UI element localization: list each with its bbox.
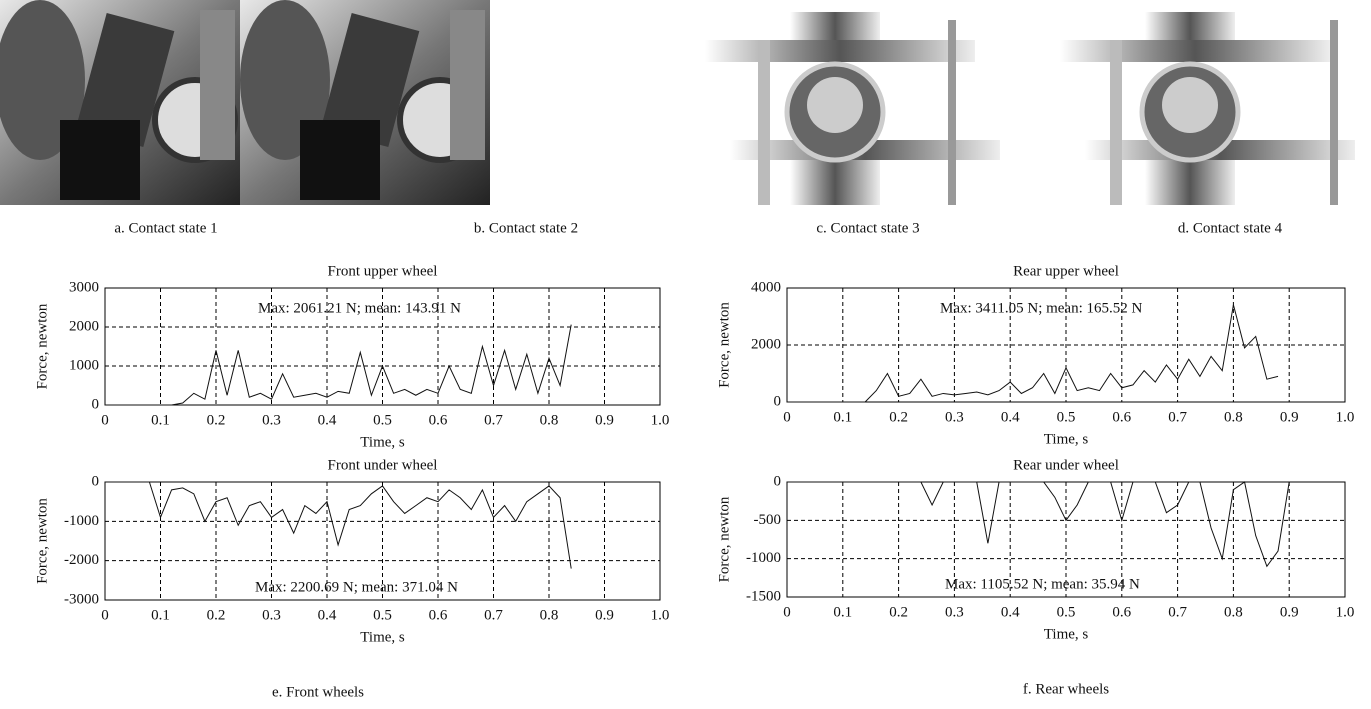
figure-caption: f. Rear wheels [1023,681,1109,697]
x-tick-label: 1.0 [651,607,670,623]
x-tick-label: 0 [101,607,109,623]
y-tick-label: 0 [92,473,100,489]
x-axis-label: Time, s [1044,626,1089,642]
x-tick-label: 0.2 [207,607,226,623]
x-tick-label: 0.6 [1112,604,1131,620]
x-tick-label: 0.9 [1280,604,1299,620]
x-tick-label: 0.4 [318,412,337,428]
x-tick-label: 1.0 [1336,604,1355,620]
image-caption: b. Contact state 2 [474,220,578,236]
x-tick-label: 0.2 [889,409,908,425]
x-axis-label: Time, s [1044,431,1089,447]
x-tick-label: 0.7 [484,607,503,623]
x-tick-label: 0.1 [151,607,170,623]
y-axis-label: Force, newton [716,302,732,388]
chart-title: Front under wheel [328,457,438,473]
y-tick-label: 1000 [69,357,99,373]
y-axis-label: Force, newton [716,496,732,582]
image-a [0,0,240,205]
y-tick-label: 2000 [751,336,781,352]
data-line [787,304,1279,403]
x-tick-label: 0.7 [484,412,503,428]
annotation: Max: 2200.69 N; mean: 371.04 N [255,579,458,595]
x-tick-label: 0.4 [1001,604,1020,620]
x-tick-label: 0.5 [373,607,392,623]
annotation: Max: 3411.05 N; mean: 165.52 N [940,300,1143,316]
x-tick-label: 0 [101,412,109,428]
y-tick-label: 3000 [69,279,99,295]
annotation: Max: 1105.52 N; mean: 35.94 N [945,576,1140,592]
x-tick-label: 0.9 [595,607,614,623]
x-tick-label: 0.4 [318,607,337,623]
data-line [787,481,1290,568]
x-tick-label: 0.6 [1112,409,1131,425]
x-tick-label: 0.8 [540,412,559,428]
data-line [105,324,572,406]
annotation: Max: 2061.21 N; mean: 143.91 N [258,300,461,316]
y-tick-label: -1000 [746,550,781,566]
x-tick-label: 0.5 [1057,409,1076,425]
figure-caption: e. Front wheels [272,684,364,700]
y-tick-label: 4000 [751,279,781,295]
y-axis-label: Force, newton [34,303,50,389]
x-tick-label: 0.3 [945,604,964,620]
image-caption: d. Contact state 4 [1178,220,1283,236]
x-tick-label: 0.6 [429,607,448,623]
x-tick-label: 0.1 [833,409,852,425]
chart-title: Rear under wheel [1013,457,1119,473]
x-tick-label: 0.3 [262,607,281,623]
x-tick-label: 0 [783,409,791,425]
x-tick-label: 1.0 [651,412,670,428]
x-axis-label: Time, s [360,434,405,450]
x-tick-label: 0.2 [889,604,908,620]
x-tick-label: 0.9 [595,412,614,428]
x-tick-label: 0.1 [833,604,852,620]
chart-title: Rear upper wheel [1013,263,1119,279]
y-tick-label: -1500 [746,588,781,604]
x-tick-label: 0.8 [1224,604,1243,620]
x-tick-label: 0.1 [151,412,170,428]
x-tick-label: 0.6 [429,412,448,428]
x-axis-label: Time, s [360,629,405,645]
y-tick-label: 0 [774,393,782,409]
y-tick-label: -1000 [64,513,99,529]
image-d [1060,12,1355,205]
x-tick-label: 0.3 [262,412,281,428]
x-tick-label: 0.5 [1057,604,1076,620]
image-b [240,0,490,205]
x-tick-label: 0.8 [1224,409,1243,425]
x-tick-label: 0.9 [1280,409,1299,425]
image-c [705,12,1000,205]
x-tick-label: 0 [783,604,791,620]
y-tick-label: -2000 [64,552,99,568]
x-tick-label: 0.4 [1001,409,1020,425]
y-axis-label: Force, newton [34,498,50,584]
x-tick-label: 0.7 [1168,409,1187,425]
x-tick-label: 0.5 [373,412,392,428]
x-tick-label: 1.0 [1336,409,1355,425]
data-line [105,481,572,569]
y-tick-label: 0 [774,473,782,489]
x-tick-label: 0.7 [1168,604,1187,620]
image-caption: c. Contact state 3 [816,220,919,236]
y-tick-label: -3000 [64,591,99,607]
x-tick-label: 0.2 [207,412,226,428]
y-tick-label: -500 [754,512,782,528]
x-tick-label: 0.3 [945,409,964,425]
x-tick-label: 0.8 [540,607,559,623]
y-tick-label: 2000 [69,318,99,334]
chart-title: Front upper wheel [328,263,438,279]
y-tick-label: 0 [92,396,100,412]
image-caption: a. Contact state 1 [114,220,217,236]
